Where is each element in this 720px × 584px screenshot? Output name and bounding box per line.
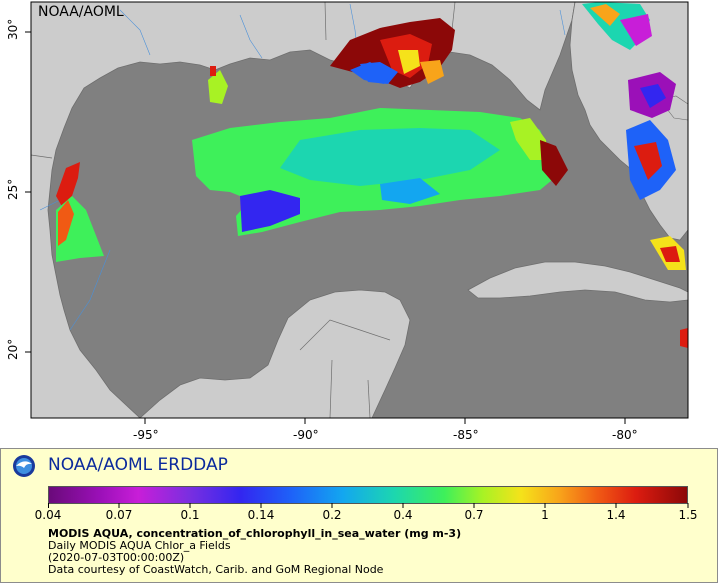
x-tick-label: -90°: [293, 428, 319, 442]
y-tick-label: 30°: [6, 18, 20, 40]
colorbar-label: 0.2: [322, 508, 342, 522]
colorbar-label: 0.14: [247, 508, 275, 522]
map-frame: [30, 1, 689, 419]
legend-title: NOAA/AOML ERDDAP: [48, 455, 228, 475]
map-corner-label: NOAA/AOML: [38, 4, 124, 20]
time-stamp: (2020-07-03T00:00:00Z): [48, 551, 185, 564]
colorbar-label: 0.4: [393, 508, 413, 522]
colorbar-label: 0.7: [464, 508, 484, 522]
dataset-name: Daily MODIS AQUA Chlor_a Fields: [48, 539, 231, 552]
y-tick-marks: [25, 31, 31, 353]
colorbar-label: 1: [541, 508, 549, 522]
colorbar-label: 0.1: [180, 508, 200, 522]
legend-panel: [0, 448, 718, 583]
map-canvas: [25, 1, 689, 424]
chlorophyll-swaths: [56, 2, 688, 348]
colorbar-label: 1.4: [606, 508, 626, 522]
colorbar-label: 0.04: [34, 508, 62, 522]
x-tick-label: -80°: [612, 428, 638, 442]
x-tick-marks: [144, 418, 626, 424]
land-yucatan: [138, 289, 411, 419]
land-us-gulf-coast: [30, 1, 576, 419]
colorbar-label: 1.5: [678, 508, 698, 522]
rivers: [39, 3, 566, 331]
colorbar-label: 0.07: [105, 508, 133, 522]
colorbar: [48, 486, 688, 504]
y-tick-label: 25°: [6, 178, 20, 200]
x-tick-label: -85°: [453, 428, 479, 442]
political-borders: [30, 1, 456, 419]
x-tick-label: -95°: [133, 428, 159, 442]
noaa-logo: [13, 455, 35, 477]
colorbar-ticks: [48, 503, 689, 508]
data-credit: Data courtesy of CoastWatch, Carib. and …: [48, 563, 384, 576]
variable-description: MODIS AQUA, concentration_of_chlorophyll…: [48, 527, 462, 540]
y-tick-label: 20°: [6, 338, 20, 360]
